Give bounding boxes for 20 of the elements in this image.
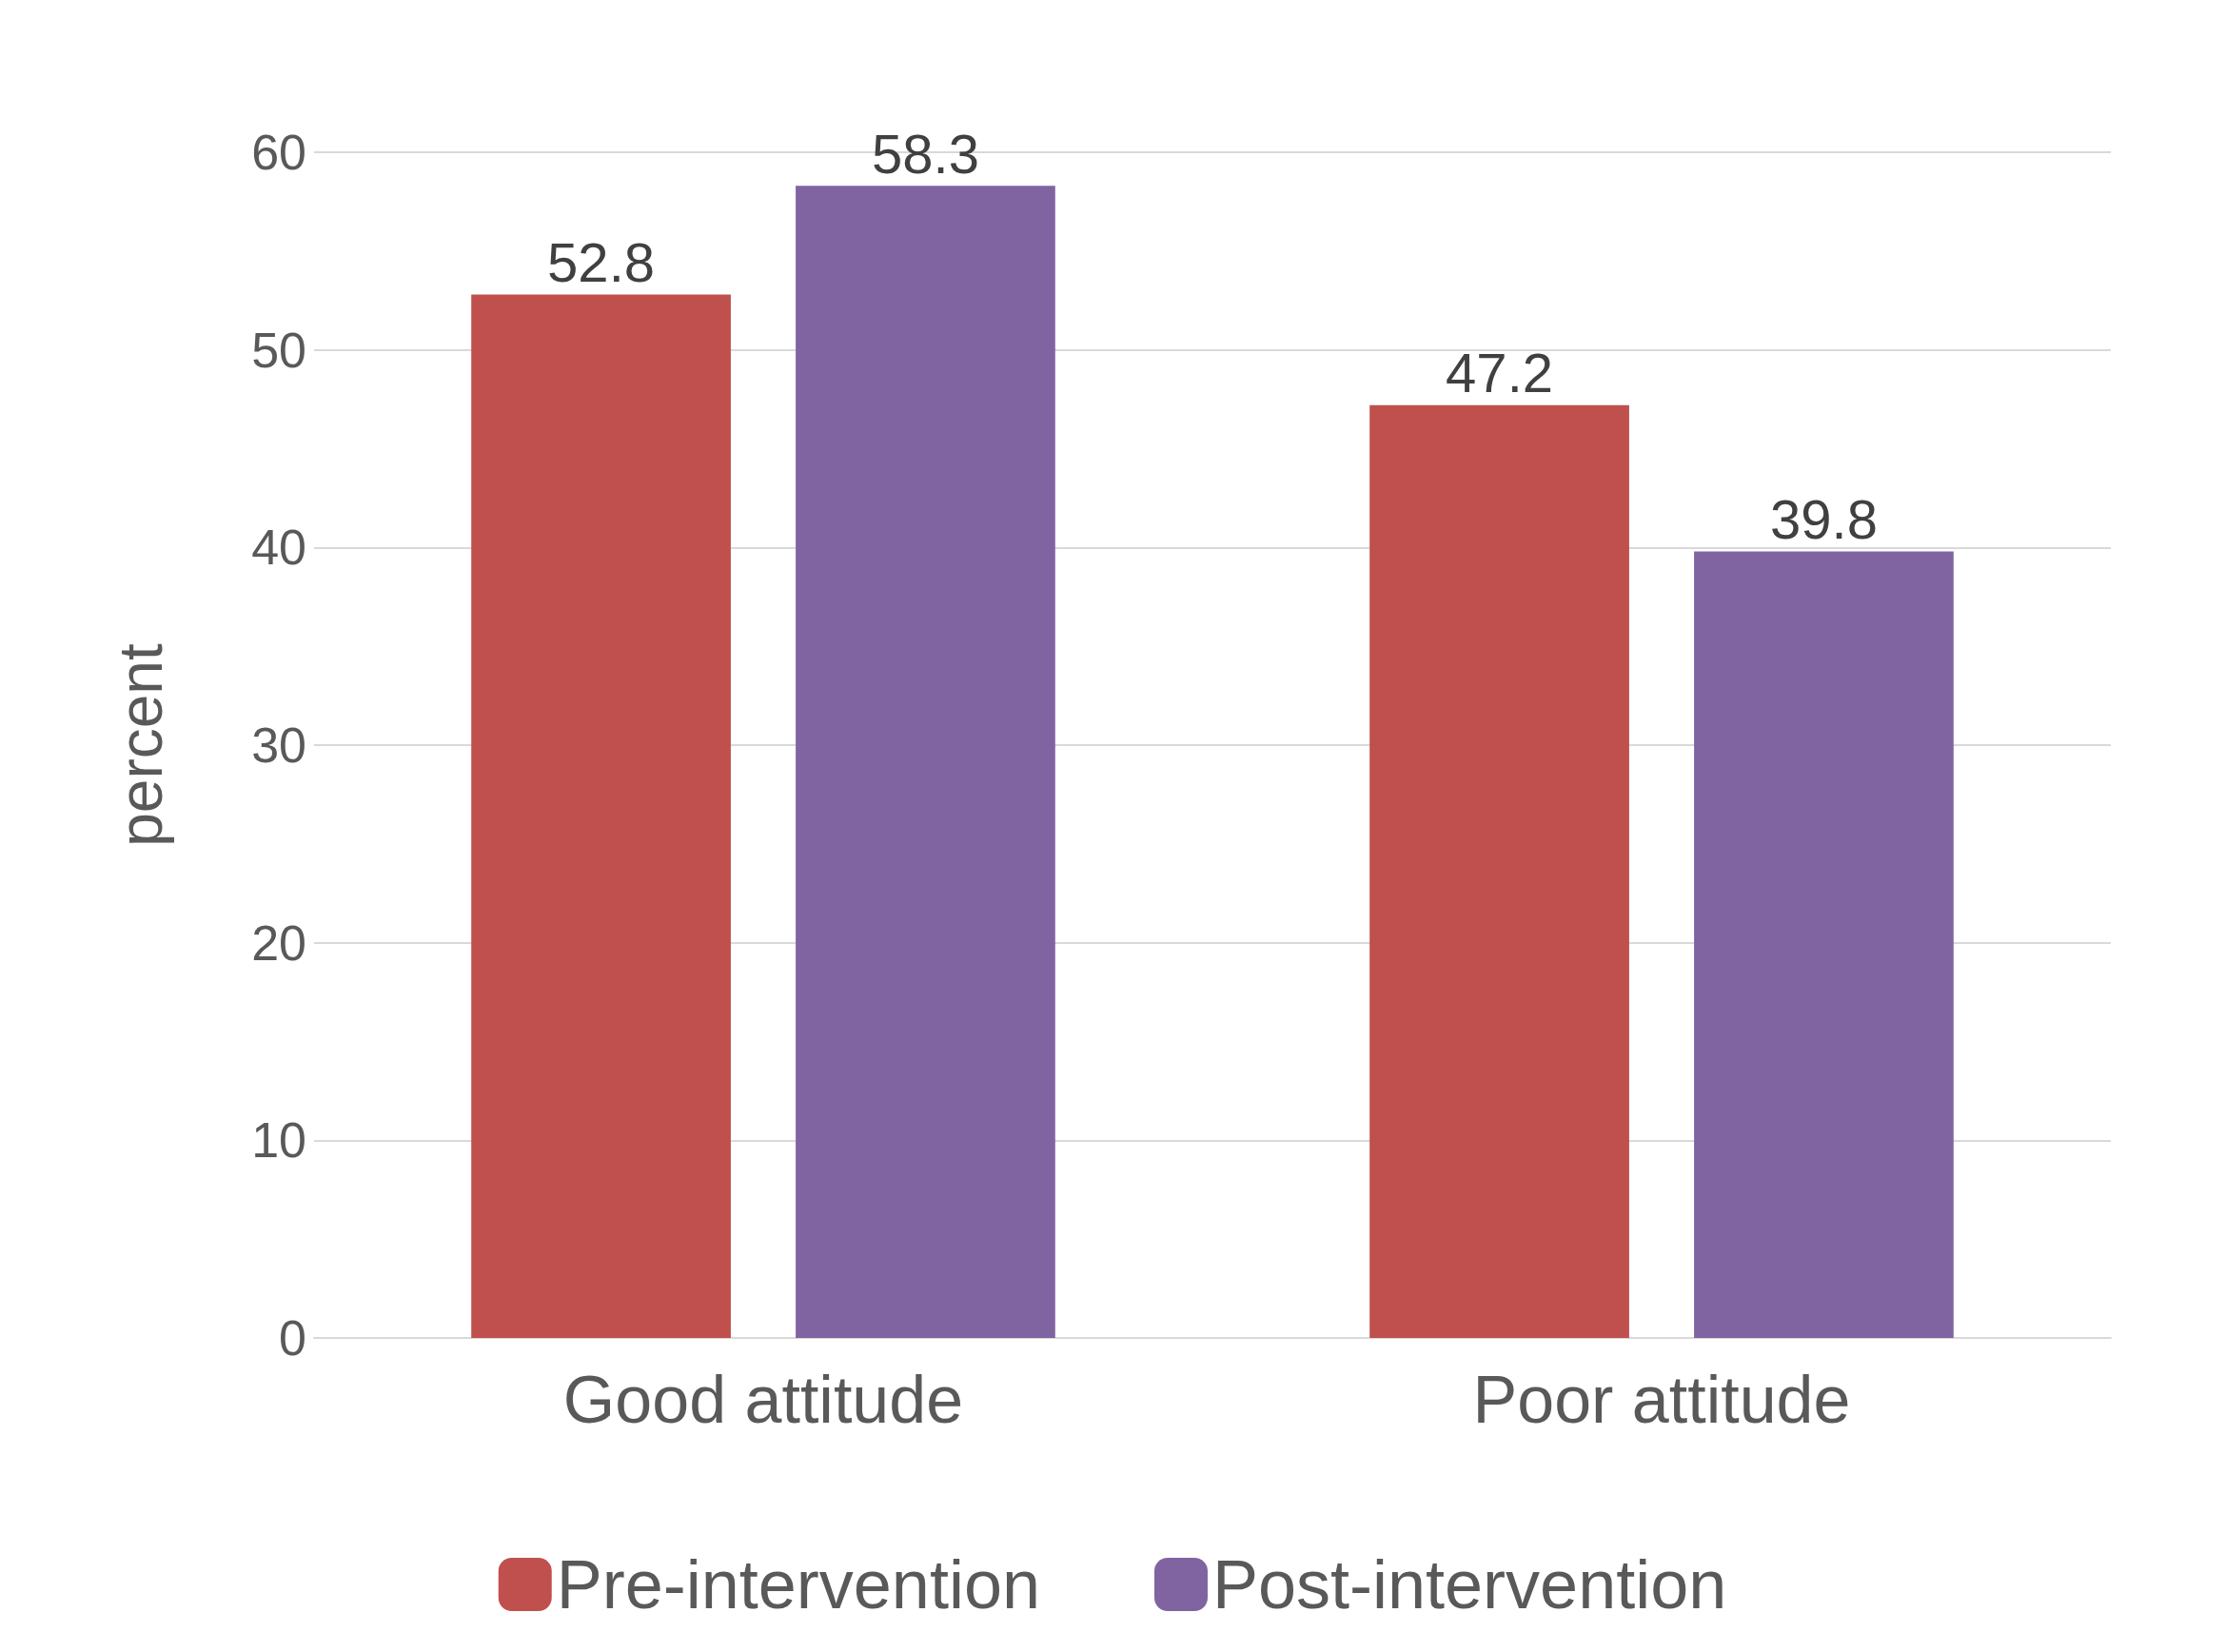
y-tick-label: 10 [251,1112,306,1169]
y-tick-label: 40 [251,520,306,576]
bar [471,294,731,1338]
bar [796,186,1055,1338]
data-label: 47.2 [1446,342,1553,404]
y-axis-title: percent [107,643,175,847]
y-tick-label: 60 [251,125,306,180]
y-tick-label: 20 [251,914,306,971]
legend-label: Post-intervention [1211,1546,1727,1622]
data-label: 58.3 [872,122,979,185]
x-tick-label: Good attitude [562,1363,964,1437]
data-label: 39.8 [1770,487,1878,550]
legend-label: Pre-intervention [556,1546,1040,1622]
bar [1694,551,1954,1338]
y-tick-label: 0 [279,1310,306,1366]
data-label: 52.8 [547,231,655,294]
x-tick-label: Poor attitude [1472,1363,1851,1437]
y-tick-label: 30 [251,718,306,773]
y-tick-label: 50 [251,322,306,378]
bar [1369,404,1629,1338]
